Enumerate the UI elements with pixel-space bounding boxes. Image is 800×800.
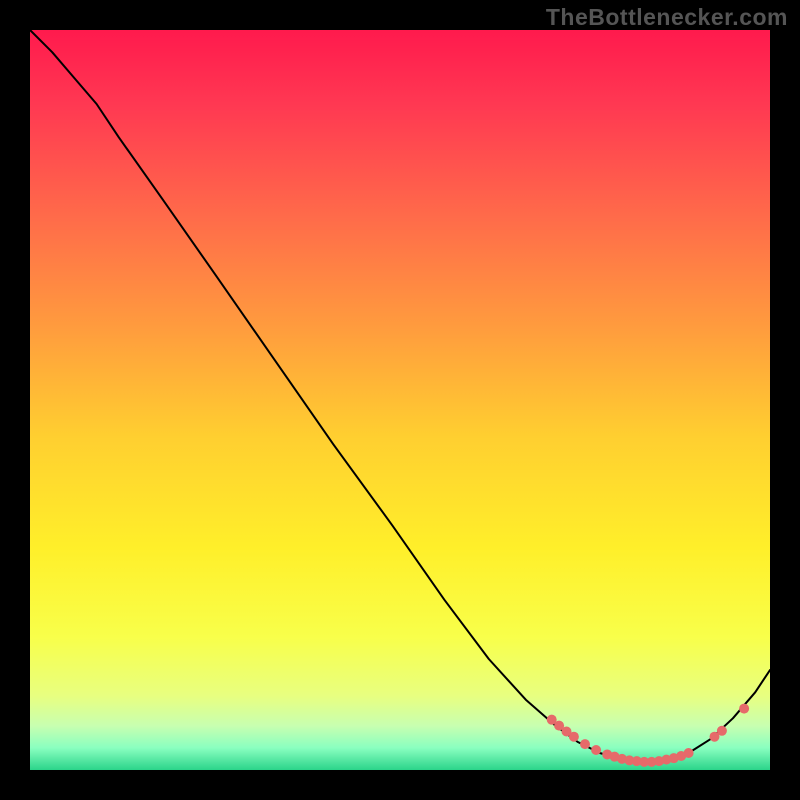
plot-gradient-background: [30, 30, 770, 770]
marker-point: [684, 748, 694, 758]
marker-point: [569, 732, 579, 742]
bottleneck-chart: [0, 0, 800, 800]
marker-point: [739, 704, 749, 714]
watermark-text: TheBottlenecker.com: [546, 4, 788, 31]
marker-point: [580, 739, 590, 749]
marker-point: [717, 726, 727, 736]
chart-stage: TheBottlenecker.com: [0, 0, 800, 800]
marker-point: [591, 745, 601, 755]
